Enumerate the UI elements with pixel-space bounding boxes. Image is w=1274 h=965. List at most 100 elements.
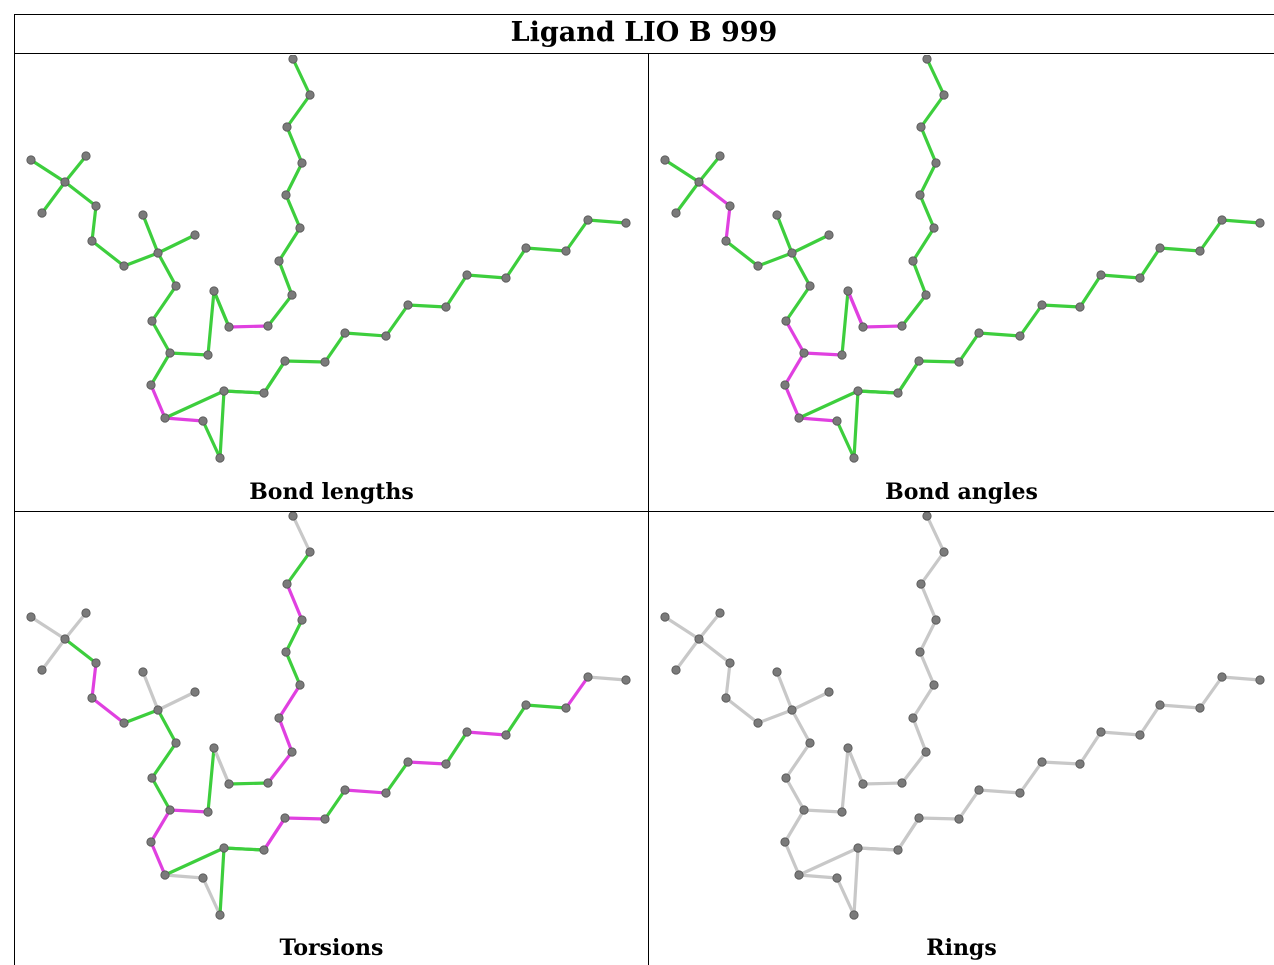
atom (1255, 675, 1265, 685)
atom (224, 779, 234, 789)
atom (1217, 215, 1227, 225)
atom (561, 246, 571, 256)
atom (1195, 703, 1205, 713)
bond-ok (919, 93, 946, 129)
atom (843, 743, 853, 753)
bond-ok (444, 730, 469, 766)
bond (724, 696, 760, 725)
atom (1195, 246, 1205, 256)
panel-torsions: Torsions (15, 512, 648, 965)
atom (295, 680, 305, 690)
bond (840, 746, 850, 814)
atom (725, 658, 735, 668)
atom (858, 779, 868, 789)
bond-ok (63, 180, 98, 208)
bond (911, 716, 928, 754)
atom (165, 805, 175, 815)
bond-ok (1018, 303, 1044, 338)
bond-outlier (163, 416, 205, 423)
atom (671, 665, 681, 675)
atom (824, 687, 834, 697)
grid-horizontal-divider (14, 511, 1274, 512)
bond-ok (797, 389, 860, 420)
panel-bond-angles: Bond angles (649, 55, 1274, 511)
atom (146, 837, 156, 847)
bond-ok (1138, 246, 1162, 280)
atom (501, 730, 511, 740)
atom (160, 413, 170, 423)
atom (794, 413, 804, 423)
bond (783, 840, 801, 877)
atom (954, 357, 964, 367)
bond (925, 514, 946, 554)
atom (146, 380, 156, 390)
bond (797, 873, 839, 880)
grid-vertical-divider (648, 54, 649, 965)
atom (561, 703, 571, 713)
bond-ok (384, 303, 410, 338)
atom (153, 705, 163, 715)
atom (832, 416, 842, 426)
atom (403, 757, 413, 767)
atom (60, 177, 70, 187)
atom (931, 615, 941, 625)
bond-outlier (90, 661, 98, 700)
atom-group (660, 512, 1265, 920)
bond (783, 808, 806, 844)
atom (119, 718, 129, 728)
atom (171, 738, 181, 748)
atom (274, 256, 284, 266)
atom (119, 261, 129, 271)
atom (521, 700, 531, 710)
panel-caption-torsions: Torsions (279, 935, 384, 961)
bond (1018, 760, 1044, 795)
atom (198, 873, 208, 883)
atom (91, 658, 101, 668)
bond (156, 690, 197, 712)
bond-ok (756, 251, 794, 268)
bond-outlier (343, 788, 388, 795)
bond-ok (285, 550, 312, 586)
bond-ok (29, 158, 67, 184)
atom (281, 190, 291, 200)
bond-ok (918, 193, 936, 230)
bond-outlier (149, 840, 167, 877)
atom (320, 814, 330, 824)
atom (60, 634, 70, 644)
bond-outlier (168, 808, 210, 814)
bond-ok (283, 359, 327, 364)
bond-ok (444, 273, 469, 309)
atom (81, 608, 91, 618)
panel-bond-lengths: Bond lengths (15, 55, 648, 511)
atom-group (26, 55, 631, 463)
bond-ok (524, 246, 568, 253)
atom (1015, 788, 1025, 798)
atom (501, 273, 511, 283)
bond (141, 670, 160, 712)
atom (340, 785, 350, 795)
atom (295, 223, 305, 233)
bond (784, 776, 806, 812)
atom (297, 615, 307, 625)
atom (916, 122, 926, 132)
bond-outlier (277, 683, 302, 720)
bond-ok (1198, 218, 1224, 253)
atom (281, 647, 291, 657)
atom (87, 693, 97, 703)
atom (915, 190, 925, 200)
bond (917, 816, 961, 821)
atom (521, 243, 531, 253)
bond-ok (790, 233, 831, 255)
atom (799, 805, 809, 815)
bond-ok (156, 233, 197, 255)
bond-ok (856, 389, 900, 395)
atom (781, 316, 791, 326)
bond (835, 876, 856, 917)
atom (621, 675, 631, 685)
bond-ok (227, 781, 270, 786)
bond-ok (150, 319, 172, 355)
atom (381, 331, 391, 341)
atom (853, 386, 863, 396)
atom (153, 248, 163, 258)
bond-ok (323, 788, 347, 821)
